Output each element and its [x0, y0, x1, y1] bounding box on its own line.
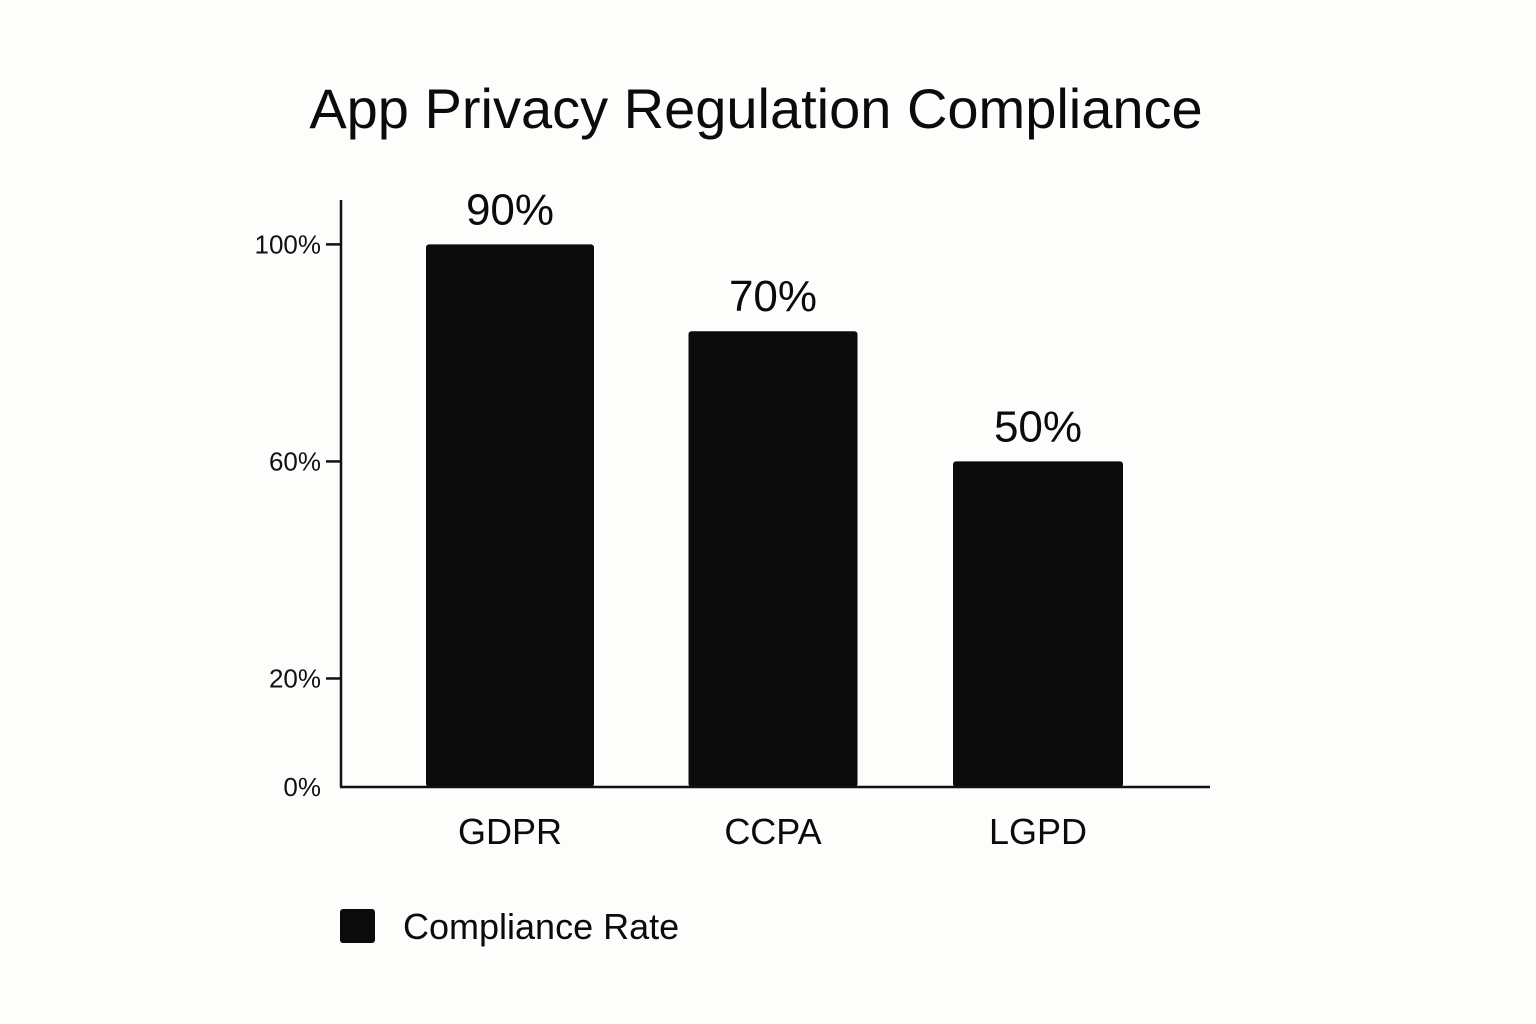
data-label-ccpa: 70%: [729, 272, 817, 321]
data-label-gdpr: 90%: [466, 185, 554, 234]
bar-gdpr: [426, 244, 594, 787]
data-label-lgpd: 50%: [994, 402, 1082, 451]
y-tick-label: 100%: [255, 229, 322, 259]
legend-label: Compliance Rate: [403, 906, 679, 947]
y-tick-label: 20%: [269, 663, 321, 693]
y-tick-label: 0%: [283, 772, 321, 802]
bar-lgpd: [953, 461, 1123, 787]
x-tick-label-lgpd: LGPD: [989, 811, 1087, 852]
y-tick-label: 60%: [269, 446, 321, 476]
chart-title: App Privacy Regulation Compliance: [309, 77, 1202, 140]
bar-ccpa: [688, 331, 858, 787]
bars: [426, 244, 1123, 787]
legend-swatch: [340, 909, 375, 943]
x-tick-label-gdpr: GDPR: [458, 811, 562, 852]
x-tick-label-ccpa: CCPA: [724, 811, 821, 852]
y-axis: 0% 20% 60% 100%: [255, 200, 343, 802]
x-axis: GDPR CCPA LGPD: [340, 785, 1210, 852]
data-labels: 90% 70% 50%: [466, 185, 1082, 451]
legend: Compliance Rate: [340, 906, 679, 947]
